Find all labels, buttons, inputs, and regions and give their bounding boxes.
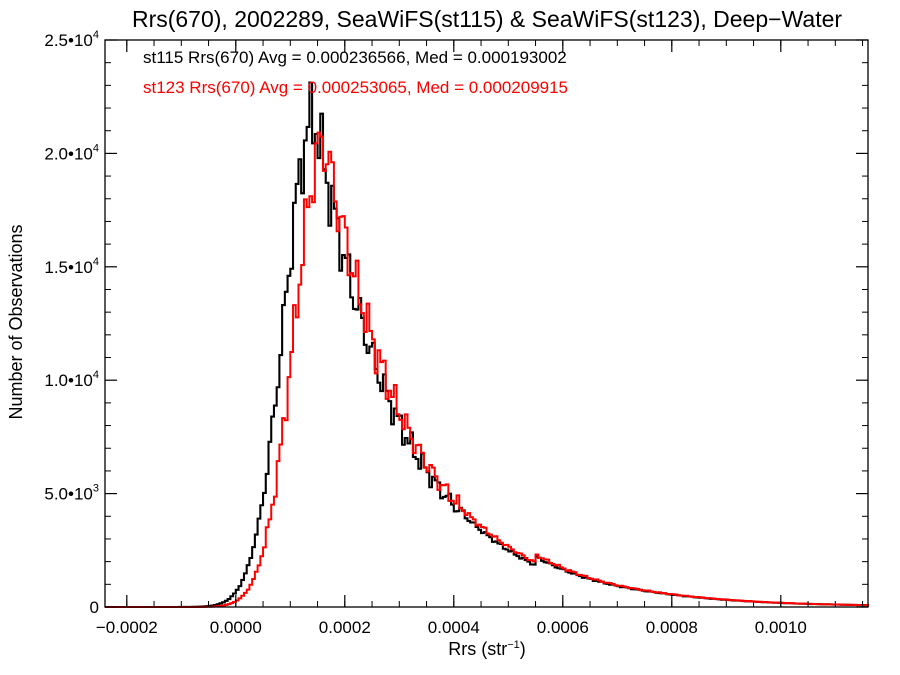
y-tick-label: 0 — [90, 598, 99, 617]
y-tick-label: 5.0•103 — [44, 483, 99, 504]
x-axis-title-end: ) — [520, 639, 526, 659]
y-axis-title: Number of Observations — [6, 224, 26, 419]
legend-st123-annotation: st123 Rrs(670) Avg = 0.000253065, Med = … — [143, 78, 568, 97]
chart-title: Rrs(670), 2002289, SeaWiFS(st115) & SeaW… — [132, 6, 842, 32]
y-tick-label-base: 5.0•10 — [44, 485, 93, 504]
y-tick-label: 1.5•104 — [44, 256, 99, 277]
y-tick-label-base: 1.5•10 — [44, 258, 93, 277]
y-tick-label-sup: 4 — [93, 369, 99, 381]
y-tick-label: 2.0•104 — [44, 142, 99, 163]
x-axis-title-sup: −1 — [507, 639, 520, 651]
y-tick-label-sup: 4 — [93, 256, 99, 268]
x-tick-label: 0.0004 — [428, 618, 480, 637]
series-layer — [105, 81, 870, 609]
histogram-step-line-st123 — [105, 131, 869, 608]
plot-frame — [104, 39, 869, 608]
ticks-layer: −0.0002 0.0000 0.0002 0.0004 0.0006 0.0008 0.0… — [44, 29, 868, 637]
y-tick-label-sup: 3 — [93, 483, 99, 495]
x-tick-label: 0.0008 — [646, 618, 698, 637]
y-tick-label-base: 0 — [90, 598, 99, 617]
legend-st115-annotation: st115 Rrs(670) Avg = 0.000236566, Med = … — [143, 48, 567, 67]
x-tick-label: −0.0002 — [96, 618, 158, 637]
x-tick-label: 0.0000 — [210, 618, 262, 637]
y-tick-label-base: 1.0•10 — [44, 371, 93, 390]
y-tick-label: 1.0•104 — [44, 369, 99, 390]
y-tick-label-sup: 4 — [93, 142, 99, 154]
x-tick-label: 0.0006 — [537, 618, 589, 637]
series-st123 — [105, 131, 869, 608]
x-tick-label: 0.0010 — [755, 618, 807, 637]
x-axis-title-base: Rrs (str — [448, 639, 507, 659]
y-tick-label-sup: 4 — [93, 29, 99, 41]
y-tick-label: 2.5•104 — [44, 29, 99, 50]
x-tick-label: 0.0002 — [319, 618, 371, 637]
y-tick-label-base: 2.5•10 — [44, 31, 93, 50]
y-tick-label-base: 2.0•10 — [44, 144, 93, 163]
x-axis-title: Rrs (str−1) — [448, 639, 526, 659]
